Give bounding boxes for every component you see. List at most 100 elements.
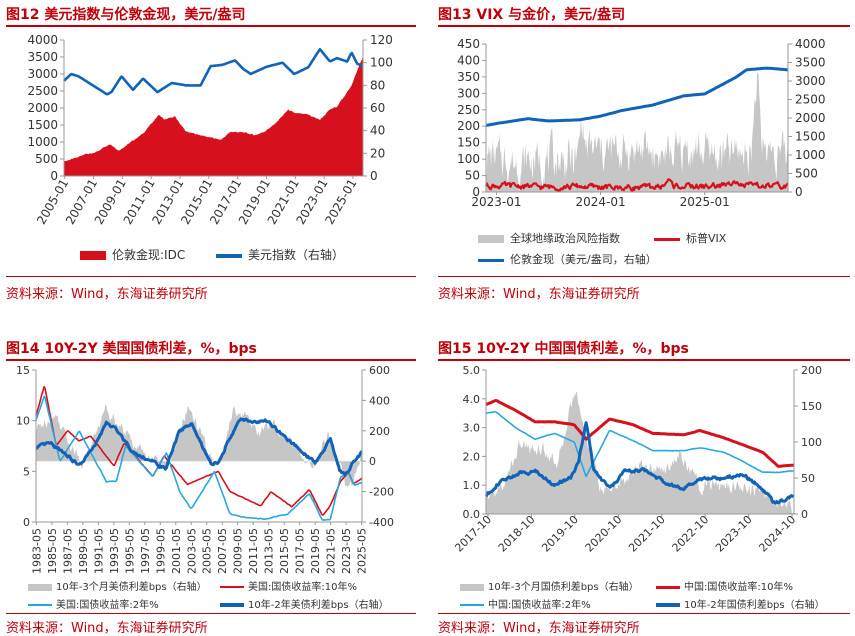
legend-item: 标普VIX [654,230,726,246]
y2-tick-label: 200 [369,425,390,438]
x-tick-label: 2021-10 [626,513,668,555]
legend-item: 美国:国债收益率:2年% [28,596,159,611]
legend-swatch-lightblue [28,604,52,606]
x-tick-label: 2023-01 [471,195,521,209]
y-tick-label: 450 [457,37,480,51]
y2-tick-label: 1500 [795,130,826,144]
legend-item: 伦敦金现（美元/盎司，右轴） [478,251,657,267]
y2-tick-label: 0 [370,169,378,183]
y-tick-label: 4000 [27,33,58,47]
series-area [36,404,362,488]
y2-tick-label: 100 [370,56,393,70]
x-tick-label: 2019-10 [539,513,581,555]
y2-tick-label: 3000 [795,74,826,88]
y-tick-label: 10 [16,415,30,428]
source-rule [438,276,850,277]
title-rule [6,359,416,361]
chart-title: 图13 VIX 与金价，美元/盎司 [438,7,626,23]
x-tick-label: 2023-05 [340,528,353,574]
x-tick-label: 2005-05 [201,528,214,574]
legend-swatch-red [654,237,680,241]
legend-item: 中国:国债收益率:10年% [656,578,793,593]
y2-tick-label: 2000 [795,111,826,125]
legend-swatch-red [656,585,680,589]
y2-tick-label: 20 [370,146,385,160]
y-tick-label: 0 [472,185,480,199]
y2-tick-label: 4000 [795,37,826,51]
y-tick-label: 0 [23,516,30,529]
chart-title: 图12 美元指数与伦敦金现，美元/盎司 [6,7,246,23]
series-area [64,57,363,176]
y2-tick-label: 50 [801,472,815,485]
y-tick-label: 3.0 [463,422,481,435]
legend-swatch-grey [478,235,504,243]
source-rule [6,276,416,277]
legend-label: 伦敦金现:IDC [112,248,186,262]
x-tick-label: 1985-05 [46,528,59,574]
y-tick-label: 350 [457,70,480,84]
series-line [484,178,789,193]
x-tick-label: 1995-05 [123,528,136,574]
x-tick-label: 2001-05 [170,528,183,574]
legend-item: 中国:国债收益率:2年% [460,596,591,611]
x-tick-label: 2025-05 [356,528,369,574]
y2-tick-label: 80 [370,78,385,92]
series-line [485,411,795,478]
x-tick-label: 2007-05 [216,528,229,574]
x-tick-label: 2023-10 [713,513,755,555]
legend-label: 美元指数（右轴） [248,248,345,262]
legend-item: 10年-3个月美债利差bps（右轴） [28,578,207,593]
legend-swatch-grey [460,583,484,591]
legend-item: 伦敦金现:IDC [80,246,185,263]
legend-swatch-red [80,251,106,260]
y-tick-label: 4.0 [463,393,481,406]
x-tick-label: 1991-05 [92,528,105,574]
chart-12-plot: 0 500 1000 1500 2000 2500 3000 3500 4000 0 20 40 60 8… [27,33,393,227]
y2-tick-label: 0 [795,185,803,199]
legend-item: 10年-2年美债利差bps（右轴） [220,596,389,611]
legend-item: 美元指数（右轴） [216,246,344,263]
x-tick-label: 2013-05 [263,528,276,574]
x-tick-label: 2022-10 [670,513,712,555]
y-tick-label: 0.0 [463,508,481,521]
x-tick-label: 1989-05 [77,528,90,574]
x-tick-label: 1997-05 [139,528,152,574]
series-line [35,417,363,477]
x-tick-label: 2020-10 [583,513,625,555]
source-note: 资料来源：Wind，东海证券研究所 [438,621,640,636]
source-note: 资料来源：Wind，东海证券研究所 [6,621,208,636]
y-tick-label: 15 [16,364,30,377]
y2-tick-label: 3500 [795,56,826,70]
legend-label: 10年-3个月国债利差bps（右轴） [488,582,639,593]
y-tick-label: 1500 [27,118,58,132]
legend-item: 全球地缘政治风险指数 [478,230,620,246]
x-tick-label: 1993-05 [108,528,121,574]
x-tick-label: 2021-05 [325,528,338,574]
legend-swatch-blue [216,253,242,258]
y-tick-label: 150 [457,136,480,150]
y-tick-label: 1.0 [463,479,481,492]
source-note: 资料来源：Wind，东海证券研究所 [438,287,640,302]
y-tick-label: 100 [457,152,480,166]
title-rule [6,25,416,27]
y-tick-label: 400 [457,53,480,67]
source-rule [438,613,850,614]
x-tick-label: 1999-05 [154,528,167,574]
y-tick-label: 0 [50,169,58,183]
y-tick-label: 300 [457,86,480,100]
x-tick-label: 2025-01 [680,195,730,209]
legend-item: 10年-3个月国债利差bps（右轴） [460,578,639,593]
y-tick-label: 200 [457,119,480,133]
source-rule [6,613,416,614]
x-tick-label: 2018-10 [496,513,538,555]
y-tick-label: 5 [23,465,30,478]
chart-13-plot: 0 50 100 150 200 250 300 350 400 450 0 500 1000 1500 2… [457,37,826,209]
legend-label: 伦敦金现（美元/盎司，右轴） [510,253,657,266]
y-tick-label: 500 [35,152,58,166]
chart-title: 图15 10Y-2Y 中国国债利差，%，bps [438,341,689,357]
legend-label: 10年-3个月美债利差bps（右轴） [56,582,207,593]
y2-tick-label: 1000 [795,148,826,162]
y-tick-label: 2.0 [463,450,481,463]
y2-tick-label: 500 [795,167,818,181]
